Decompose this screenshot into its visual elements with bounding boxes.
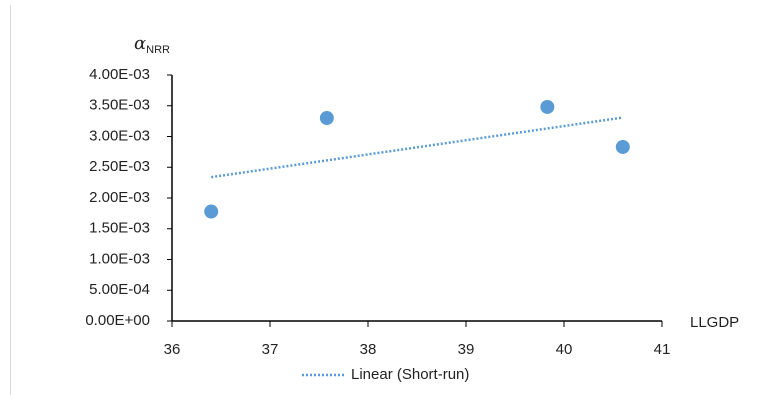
y-label-symbol: α bbox=[134, 33, 146, 54]
point bbox=[204, 204, 219, 219]
y-label-subscript: NRR bbox=[146, 44, 170, 56]
point bbox=[615, 139, 630, 154]
x-tick-label: 40 bbox=[556, 341, 573, 358]
x-tick-label: 36 bbox=[164, 341, 181, 358]
y-tick-label: 3.50E-03 bbox=[89, 97, 150, 114]
legend-label: Linear (Short-run) bbox=[351, 366, 469, 383]
x-tick-label: 38 bbox=[360, 341, 377, 358]
point bbox=[319, 111, 334, 126]
y-tick-label: 2.00E-03 bbox=[89, 189, 150, 206]
point bbox=[540, 99, 555, 114]
y-tick-label: 3.00E-03 bbox=[89, 127, 150, 144]
y-tick-label: 4.00E-03 bbox=[89, 66, 150, 83]
y-tick-label: 1.00E-03 bbox=[89, 250, 150, 267]
x-axis-label: LLGDP bbox=[690, 314, 739, 331]
x-tick-label: 37 bbox=[262, 341, 279, 358]
trendline bbox=[211, 116, 623, 179]
y-tick-label: 0.00E+00 bbox=[85, 312, 150, 329]
y-tick-label: 5.00E-04 bbox=[89, 281, 150, 298]
x-tick-label: 39 bbox=[458, 341, 475, 358]
y-axis-label: αNRR bbox=[134, 33, 170, 56]
y-tick-label: 1.50E-03 bbox=[89, 220, 150, 237]
y-tick-label: 2.50E-03 bbox=[89, 158, 150, 175]
x-tick-label: 41 bbox=[654, 341, 671, 358]
